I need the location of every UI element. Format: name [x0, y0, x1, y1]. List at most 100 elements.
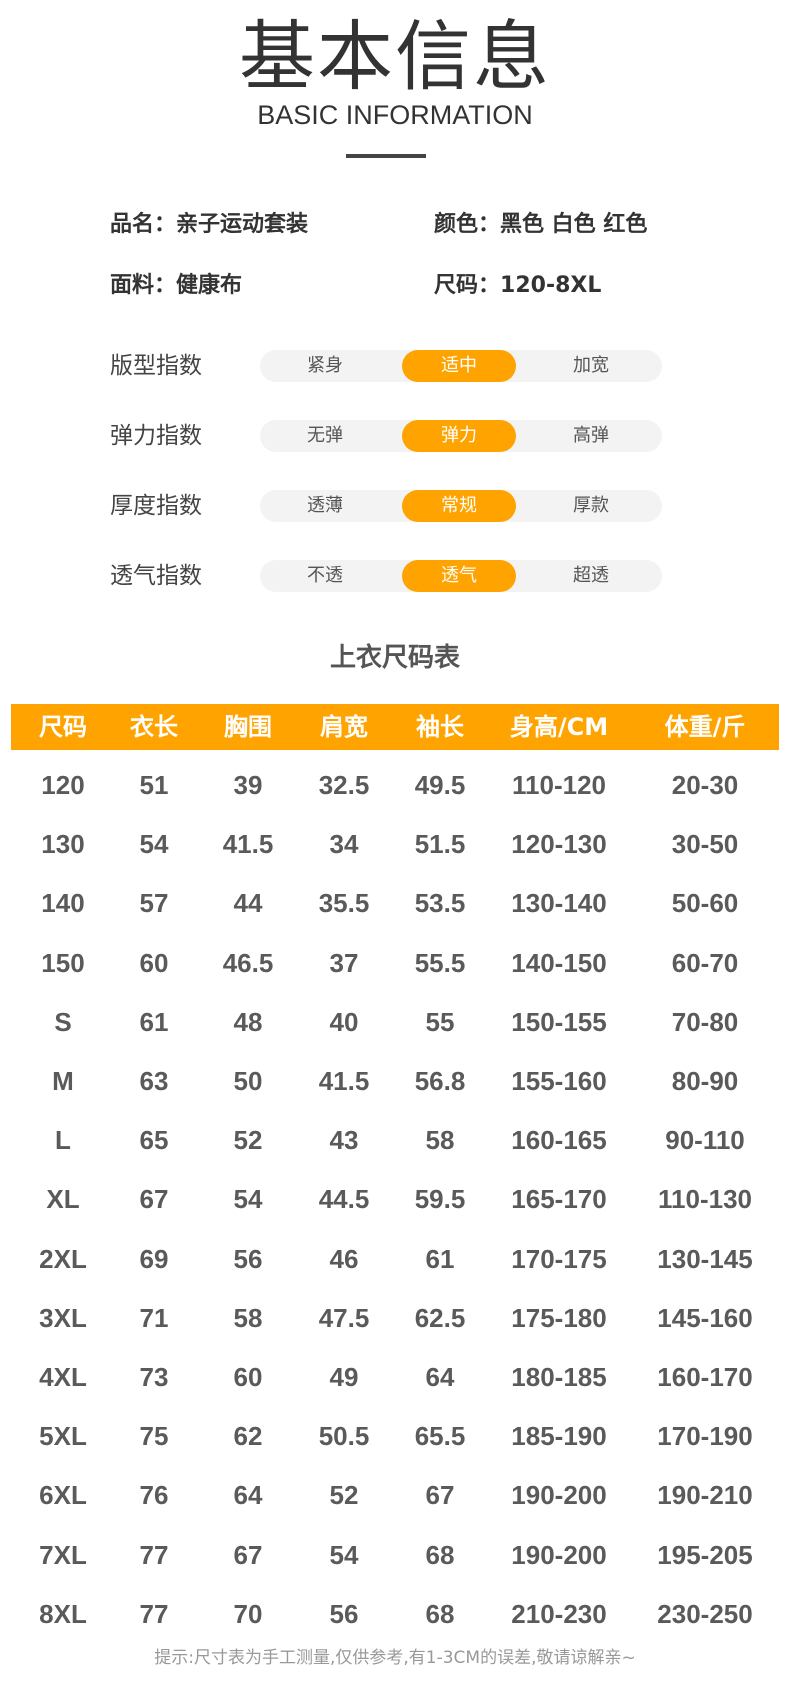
- info-size-range: 尺码：120-8XL: [434, 272, 601, 300]
- table-cell: 53.5: [414, 888, 466, 919]
- table-cell: 130-140: [511, 888, 607, 919]
- index-option-selected: 弹力: [402, 420, 516, 452]
- table-cell: 64: [233, 1480, 263, 1511]
- size-table-title: 上衣尺码表: [329, 643, 460, 673]
- table-cell: 61: [425, 1243, 455, 1274]
- table-cell: 54: [233, 1184, 263, 1215]
- table-cell: 60-70: [671, 947, 739, 978]
- table-cell: 6XL: [39, 1480, 87, 1511]
- label: 尺码：: [434, 273, 501, 298]
- label: 颜色：: [434, 212, 501, 237]
- table-cell: 46: [329, 1243, 359, 1274]
- table-cell: 51: [139, 770, 169, 800]
- index-option: 超透: [573, 565, 609, 586]
- table-cell: 190-200: [511, 1539, 607, 1570]
- table-cell: XL: [46, 1184, 80, 1215]
- index-option: 高弹: [573, 425, 609, 446]
- table-cell: 68: [425, 1539, 455, 1570]
- size-table-note: 提示:尺寸表为手工测量,仅供参考,有1-3CM的误差,敬请谅解亲~: [154, 1648, 636, 1668]
- table-cell: 50-60: [671, 888, 739, 919]
- table-row: 150 60 46.5 37 55.5 140-150 60-70: [0, 943, 790, 983]
- table-row: 140 57 44 35.5 53.5 130-140 50-60: [0, 883, 790, 923]
- table-cell: 67: [139, 1184, 169, 1215]
- table-cell: 20-30: [671, 770, 739, 800]
- table-cell: 65: [139, 1125, 169, 1156]
- size-table-header: 尺码 衣长 胸围 肩宽 袖长 身高/CM 体重/斤: [11, 704, 779, 750]
- index-scale: 不透 透气 超透: [260, 560, 662, 592]
- info-product-name: 品名：亲子运动套装: [110, 211, 308, 239]
- table-cell: 62: [233, 1421, 263, 1452]
- table-cell: 59.5: [414, 1184, 466, 1215]
- table-cell: 43: [329, 1125, 359, 1156]
- index-option-selected: 适中: [402, 350, 516, 382]
- table-row: L 65 52 43 58 160-165 90-110: [0, 1120, 790, 1160]
- table-cell: 67: [233, 1539, 263, 1570]
- table-cell: 40: [329, 1006, 359, 1037]
- table-cell: 140-150: [511, 947, 607, 978]
- table-cell: 60: [233, 1362, 263, 1392]
- table-cell: 60: [139, 947, 169, 978]
- table-row: 6XL 76 64 52 67 190-200 190-210: [0, 1475, 790, 1515]
- index-option: 不透: [307, 565, 343, 586]
- index-option: 加宽: [573, 355, 609, 376]
- table-cell: 52: [329, 1480, 359, 1511]
- value: 120-8XL: [500, 273, 602, 298]
- table-row: 4XL 73 60 49 64 180-185 160-170: [0, 1357, 790, 1397]
- table-cell: 5XL: [39, 1421, 87, 1452]
- value: 黑色 白色 红色: [500, 212, 648, 237]
- index-option-selected: 常规: [402, 490, 516, 522]
- table-cell: 65.5: [414, 1421, 466, 1452]
- table-cell: 64: [425, 1362, 455, 1392]
- table-cell: 67: [425, 1480, 455, 1511]
- table-cell: 210-230: [511, 1598, 607, 1629]
- table-cell: 195-205: [657, 1539, 753, 1570]
- column-header: 体重/斤: [664, 713, 746, 741]
- index-label: 透气指数: [110, 563, 202, 589]
- table-cell: 46.5: [222, 947, 274, 978]
- table-cell: M: [52, 1066, 74, 1096]
- table-cell: 75: [139, 1421, 169, 1452]
- column-header: 袖长: [416, 713, 464, 741]
- table-cell: 110-120: [512, 770, 606, 800]
- column-header: 尺码: [39, 713, 87, 741]
- table-cell: 170-175: [511, 1243, 607, 1274]
- table-cell: 70: [233, 1598, 263, 1629]
- index-option: 无弹: [307, 425, 343, 446]
- table-row: 120 51 39 32.5 49.5 110-120 20-30: [0, 765, 790, 805]
- table-cell: 150-155: [511, 1006, 607, 1037]
- table-cell: 41.5: [318, 1066, 370, 1096]
- index-option-selected: 透气: [402, 560, 516, 592]
- table-cell: 63: [139, 1066, 169, 1096]
- table-cell: 55.5: [414, 947, 466, 978]
- page-subtitle: BASIC INFORMATION: [257, 100, 533, 130]
- table-cell: 37: [329, 947, 359, 978]
- table-cell: 50.5: [318, 1421, 370, 1452]
- index-scale: 透薄 常规 厚款: [260, 490, 662, 522]
- page-title: 基本信息: [239, 12, 551, 101]
- table-cell: 185-190: [511, 1421, 607, 1452]
- table-cell: 52: [233, 1125, 263, 1156]
- index-label: 厚度指数: [110, 493, 202, 519]
- table-cell: 48: [233, 1006, 263, 1037]
- index-label: 版型指数: [110, 353, 202, 379]
- table-cell: 145-160: [657, 1302, 753, 1333]
- table-cell: 32.5: [318, 770, 370, 800]
- table-cell: 49: [329, 1362, 359, 1392]
- table-cell: 62.5: [414, 1302, 466, 1333]
- table-cell: 54: [139, 829, 169, 860]
- index-scale: 无弹 弹力 高弹: [260, 420, 662, 452]
- divider: [346, 154, 426, 158]
- info-fabric: 面料：健康布: [110, 272, 242, 300]
- table-cell: 61: [139, 1006, 169, 1037]
- label: 品名：: [110, 212, 177, 237]
- table-cell: 120-130: [511, 829, 607, 860]
- table-cell: 150: [41, 947, 85, 978]
- table-cell: 4XL: [39, 1362, 87, 1392]
- table-cell: 57: [139, 888, 169, 919]
- table-cell: 160-170: [657, 1362, 753, 1392]
- table-cell: 77: [139, 1539, 169, 1570]
- table-cell: 35.5: [318, 888, 370, 919]
- table-cell: 130: [41, 829, 85, 860]
- table-row: S 61 48 40 55 150-155 70-80: [0, 1002, 790, 1042]
- table-cell: 8XL: [39, 1598, 87, 1629]
